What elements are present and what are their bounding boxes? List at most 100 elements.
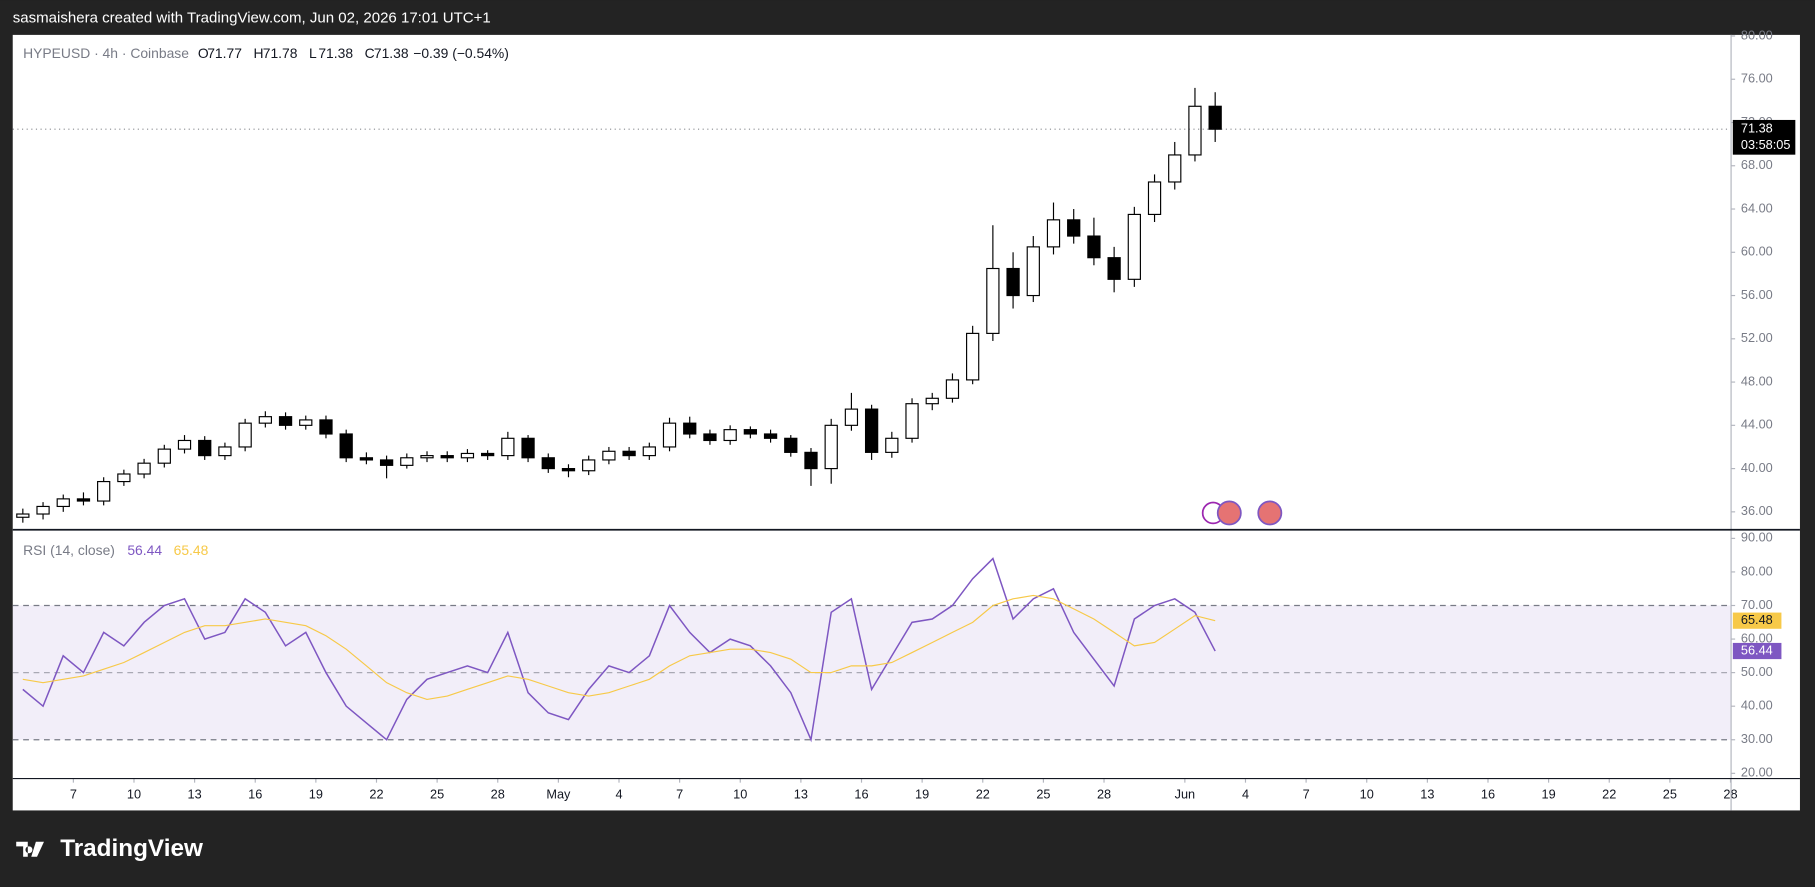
x-tick-label: 10 [127,787,141,802]
candle-body [1087,235,1101,259]
y-tick-label: 64.00 [1741,200,1773,215]
y-tick-label: 52.00 [1741,330,1773,345]
candle-body [299,419,313,426]
candle-body [602,450,616,461]
candle-body [258,416,272,424]
symbol: HYPEUSD · 4h · Coinbase [23,45,189,61]
candle-body [177,439,192,450]
x-tick-label: 7 [1303,787,1310,802]
candle-body [481,452,495,457]
x-tick-label: 4 [615,787,622,802]
x-tick-label: 7 [70,787,77,802]
y-tick-label: 56.00 [1741,287,1773,302]
x-tick-label: 13 [794,787,808,802]
candle-body [359,457,374,461]
x-tick-label: 16 [854,787,868,802]
candle-body [804,451,818,470]
x-tick-label: 28 [1097,787,1111,802]
candle-body [460,452,475,459]
candle-body [1188,105,1202,156]
ohlc-key: C [365,45,375,61]
candle-body [683,422,697,435]
y-tick-label: 60.00 [1741,244,1773,259]
candle-body [97,480,111,502]
candle-body [622,450,636,457]
candle-body [56,498,70,508]
candle-body [1046,219,1061,248]
candle-body [1208,105,1222,130]
candle-body [541,457,555,470]
x-tick-label: 25 [1036,787,1050,802]
y-tick-label: 80.00 [1741,563,1773,578]
x-tick-label: 22 [369,787,383,802]
y-tick-label: 90.00 [1741,530,1773,545]
candle-body [905,403,919,439]
x-tick-label: 10 [1360,787,1374,802]
ohlc-key: O [198,45,209,61]
x-tick-label: 10 [733,787,747,802]
rsi-value-label: 56.44 [1741,642,1773,657]
candle-body [925,397,939,405]
candle-body [76,498,91,502]
candle-body [885,437,899,453]
y-tick-label: 80.00 [1741,27,1773,42]
x-tick-label: 19 [915,787,929,802]
ohlc-value: 71.38 [374,45,409,61]
candle-body [501,437,515,457]
ohlc-key: L [309,45,317,61]
candle-body [319,419,333,435]
y-tick-label: 20.00 [1741,765,1773,780]
candle-body [1006,267,1020,297]
x-tick-label: 22 [1602,787,1616,802]
last-price-label: 71.38 [1741,121,1773,136]
brand: TradingView [60,835,203,862]
candle-body [157,448,171,464]
candle-body [763,433,778,439]
y-tick-label: 70.00 [1741,597,1773,612]
candle-body [278,416,293,426]
candle-body [521,437,535,459]
candle-body [36,505,50,515]
candle-body [1147,181,1162,216]
candle-body [1168,154,1182,183]
ohlc-value: 71.77 [207,45,242,61]
candle-body [339,433,353,459]
candle-body [561,468,576,472]
rsi-legend-value: 65.48 [174,542,209,558]
x-tick-label: 28 [491,787,505,802]
x-tick-label: 13 [1420,787,1434,802]
x-tick-label: 16 [1481,787,1495,802]
y-tick-label: 44.00 [1741,417,1773,432]
candle-body [966,332,980,381]
candle-body [1067,219,1081,237]
x-tick-label: 16 [248,787,262,802]
candle-body [864,408,879,453]
last-price-box [1732,119,1796,155]
candle-body [1107,257,1121,280]
candle-body [945,379,960,399]
y-tick-label: 30.00 [1741,731,1773,746]
plot-layer: 7 10 13 16 19 22 25 28 May 4 7 10 13 16 19 22 25 28 Jun 4 7 1… [12,27,1773,802]
y-tick-label: 76.00 [1741,71,1773,86]
candle-body [379,459,394,466]
candle-body [662,422,677,448]
x-tick-label: May [546,787,571,802]
rsi-value-box [1732,612,1782,629]
y-tick-label: 40.00 [1741,460,1773,475]
change: −0.39 (−0.54%) [413,45,509,61]
countdown: 03:58:05 [1741,137,1791,152]
rsi-value-box [1732,642,1782,660]
x-tick-label: Jun [1175,787,1196,802]
candle-body [238,422,252,448]
candle-body [218,446,232,457]
rsi-value-label: 65.48 [1741,612,1773,627]
x-tick-label: 25 [430,787,444,802]
candle-body [844,408,859,426]
event-icon [1216,500,1242,526]
x-tick-label: 22 [976,787,990,802]
x-tick-label: 19 [1542,787,1556,802]
candle-body [198,439,212,457]
y-tick-label: 50.00 [1741,664,1773,679]
candle-body [723,429,737,442]
